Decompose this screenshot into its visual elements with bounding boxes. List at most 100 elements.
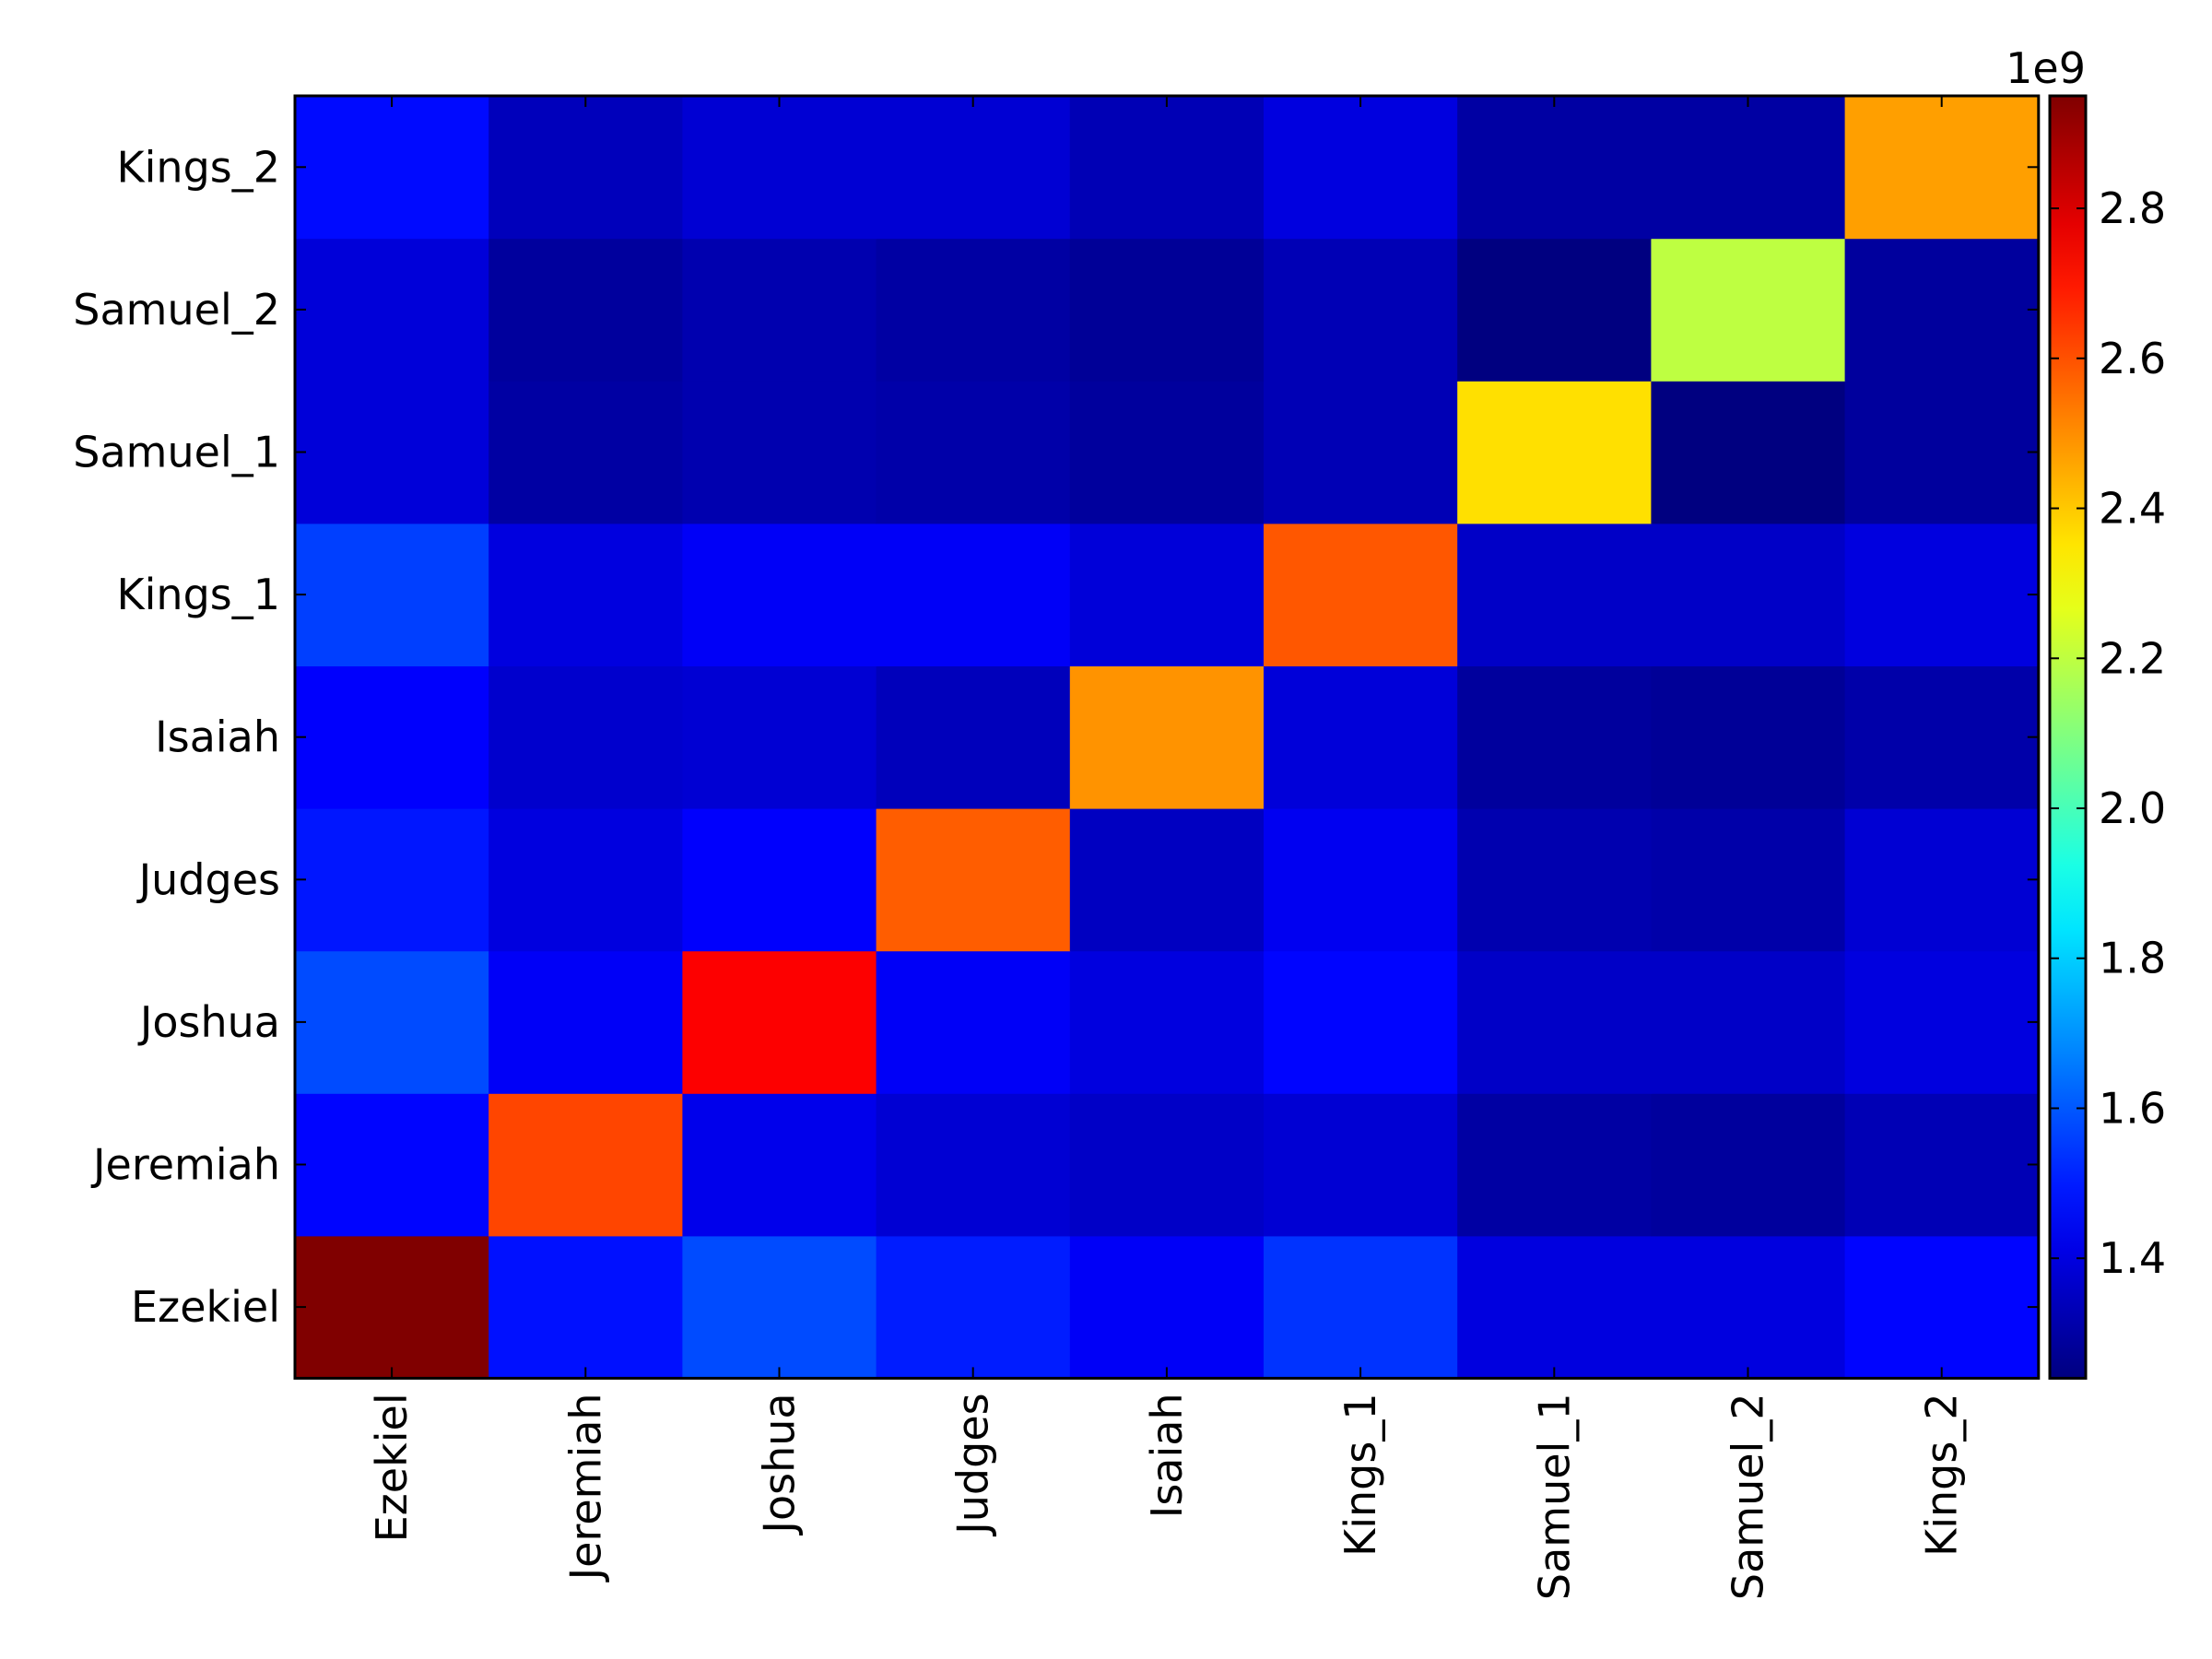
heatmap-cell-Isaiah-Kings_2	[1844, 665, 2040, 809]
x-axis-ticks: Ezekiel Jeremiah Joshua Judges Isaiah Kings_1…	[367, 96, 1967, 1600]
heatmap-cell-Kings_1-Joshua	[682, 523, 877, 666]
y-axis-ticks: Ezekiel Jeremiah Joshua Judges Isaiah Kings_1…	[73, 142, 2039, 1332]
heatmap-cell-Jeremiah-Kings_2	[1844, 1093, 2040, 1237]
x-tick-label: Ezekiel	[367, 1393, 417, 1542]
heatmap-cell-Jeremiah-Ezekiel	[295, 1093, 489, 1237]
colorbar-tick-label: 1.4	[2099, 1233, 2166, 1283]
heatmap-cell-Judges-Samuel_2	[1651, 808, 1846, 952]
heatmap-cell-Samuel_2-Jeremiah	[488, 238, 683, 382]
heatmap-cell-Samuel_1-Ezekiel	[295, 381, 489, 524]
heatmap-cell-Samuel_1-Samuel_2	[1651, 381, 1846, 524]
heatmap-cell-Judges-Kings_2	[1844, 808, 2040, 952]
heatmap-cell-Samuel_2-Kings_2	[1844, 238, 2040, 382]
y-tick-label: Joshua	[137, 997, 280, 1047]
x-tick-label: Judges	[948, 1393, 998, 1536]
heatmap-cell-Kings_2-Isaiah	[1069, 96, 1265, 240]
heatmap-cell-Joshua-Kings_2	[1844, 950, 2040, 1094]
heatmap-cell-Jeremiah-Joshua	[682, 1093, 877, 1237]
heatmap-cell-Samuel_2-Joshua	[682, 238, 877, 382]
heatmap-cell-Samuel_1-Jeremiah	[488, 381, 683, 524]
heatmap-cell-Joshua-Jeremiah	[488, 950, 683, 1094]
x-tick-label: Samuel_2	[1724, 1393, 1773, 1600]
colorbar-tick-label: 2.8	[2099, 183, 2166, 233]
heatmap-cell-Isaiah-Ezekiel	[295, 665, 489, 809]
heatmap-cell-Isaiah-Isaiah	[1069, 665, 1265, 809]
x-tick-label: Isaiah	[1142, 1393, 1192, 1518]
heatmap-cell-Ezekiel-Samuel_1	[1457, 1235, 1652, 1379]
heatmap-cell-Judges-Kings_1	[1264, 808, 1458, 952]
heatmap-cell-Isaiah-Samuel_1	[1457, 665, 1652, 809]
heatmap-cell-Samuel_1-Judges	[876, 381, 1071, 524]
heatmap-cell-Judges-Judges	[876, 808, 1071, 952]
y-tick-label: Ezekiel	[131, 1282, 280, 1332]
colorbar-tick-label: 2.4	[2099, 484, 2166, 534]
heatmap-cell-Kings_1-Kings_2	[1844, 523, 2040, 666]
heatmap-cell-Samuel_1-Samuel_1	[1457, 381, 1652, 524]
x-tick-label: Kings_2	[1917, 1393, 1967, 1557]
colorbar-tick-label: 2.2	[2099, 633, 2166, 683]
y-tick-label: Kings_2	[116, 142, 280, 192]
heatmap-cell-Samuel_1-Isaiah	[1069, 381, 1265, 524]
colorbar-ticks: 1.4 1.6 1.8 2.0 2.2 2.4 2.6 2.8	[2050, 183, 2166, 1283]
heatmap-cell-Joshua-Kings_1	[1264, 950, 1458, 1094]
y-tick-label: Kings_1	[116, 570, 280, 619]
heatmap-cell-Samuel_2-Ezekiel	[295, 238, 489, 382]
heatmap-cell-Judges-Samuel_1	[1457, 808, 1652, 952]
y-tick-label: Samuel_1	[73, 428, 280, 477]
heatmap-cell-Joshua-Samuel_1	[1457, 950, 1652, 1094]
heatmap-cell-Kings_2-Kings_1	[1264, 96, 1458, 240]
heatmap-cell-Jeremiah-Samuel_2	[1651, 1093, 1846, 1237]
heatmap-cell-Ezekiel-Jeremiah	[488, 1235, 683, 1379]
heatmap-cell-Jeremiah-Kings_1	[1264, 1093, 1458, 1237]
heatmap-cell-Kings_1-Isaiah	[1069, 523, 1265, 666]
heatmap-cell-Kings_1-Samuel_1	[1457, 523, 1652, 666]
colorbar-frame	[2048, 94, 2088, 1380]
heatmap-cell-Kings_1-Jeremiah	[488, 523, 683, 666]
heatmap-cell-Isaiah-Judges	[876, 665, 1071, 809]
heatmap-cell-Kings_1-Ezekiel	[295, 523, 489, 666]
heatmap-cell-Samuel_2-Samuel_1	[1457, 238, 1652, 382]
colorbar-tick-label: 1.6	[2099, 1083, 2166, 1133]
heatmap-cell-Ezekiel-Samuel_2	[1651, 1235, 1846, 1379]
heatmap-cell-Kings_1-Judges	[876, 523, 1071, 666]
heatmap-cell-Samuel_2-Judges	[876, 238, 1071, 382]
heatmap-cell-Isaiah-Joshua	[682, 665, 877, 809]
heatmap-cells	[295, 96, 2040, 1379]
heatmap-cell-Jeremiah-Judges	[876, 1093, 1071, 1237]
heatmap-cell-Judges-Jeremiah	[488, 808, 683, 952]
heatmap-cell-Kings_1-Kings_1	[1264, 523, 1458, 666]
heatmap-cell-Joshua-Joshua	[682, 950, 877, 1094]
heatmap-cell-Jeremiah-Jeremiah	[488, 1093, 683, 1237]
colorbar-tick-label: 2.0	[2099, 783, 2166, 833]
heatmap-cell-Kings_2-Kings_2	[1844, 96, 2040, 240]
heatmap-cell-Samuel_1-Kings_2	[1844, 381, 2040, 524]
heatmap-cell-Samuel_2-Isaiah	[1069, 238, 1265, 382]
heatmap-cell-Judges-Isaiah	[1069, 808, 1265, 952]
heatmap-cell-Jeremiah-Samuel_1	[1457, 1093, 1652, 1237]
heatmap-cell-Kings_2-Jeremiah	[488, 96, 683, 240]
y-tick-label: Judges	[136, 854, 280, 904]
heatmap-cell-Kings_2-Ezekiel	[295, 96, 489, 240]
heatmap-cell-Kings_2-Joshua	[682, 96, 877, 240]
heatmap-cell-Samuel_2-Samuel_2	[1651, 238, 1846, 382]
x-tick-label: Samuel_1	[1529, 1393, 1579, 1600]
heatmap-cell-Isaiah-Kings_1	[1264, 665, 1458, 809]
heatmap-cell-Joshua-Judges	[876, 950, 1071, 1094]
x-tick-label: Joshua	[755, 1393, 805, 1535]
heatmap-cell-Judges-Ezekiel	[295, 808, 489, 952]
heatmap-cell-Kings_2-Samuel_2	[1651, 96, 1846, 240]
heatmap-cell-Samuel_1-Joshua	[682, 381, 877, 524]
y-tick-label: Isaiah	[155, 712, 280, 762]
y-tick-label: Samuel_2	[73, 285, 280, 335]
heatmap-cell-Ezekiel-Kings_1	[1264, 1235, 1458, 1379]
y-tick-label: Jeremiah	[90, 1140, 280, 1190]
heatmap-cell-Joshua-Samuel_2	[1651, 950, 1846, 1094]
heatmap-cell-Samuel_2-Kings_1	[1264, 238, 1458, 382]
colorbar-tick-label: 2.6	[2099, 334, 2166, 383]
heatmap-cell-Ezekiel-Kings_2	[1844, 1235, 2040, 1379]
heatmap-cell-Isaiah-Jeremiah	[488, 665, 683, 809]
heatmap-cell-Judges-Joshua	[682, 808, 877, 952]
heatmap-cell-Kings_2-Judges	[876, 96, 1071, 240]
heatmap-cell-Ezekiel-Joshua	[682, 1235, 877, 1379]
heatmap-cell-Ezekiel-Judges	[876, 1235, 1071, 1379]
